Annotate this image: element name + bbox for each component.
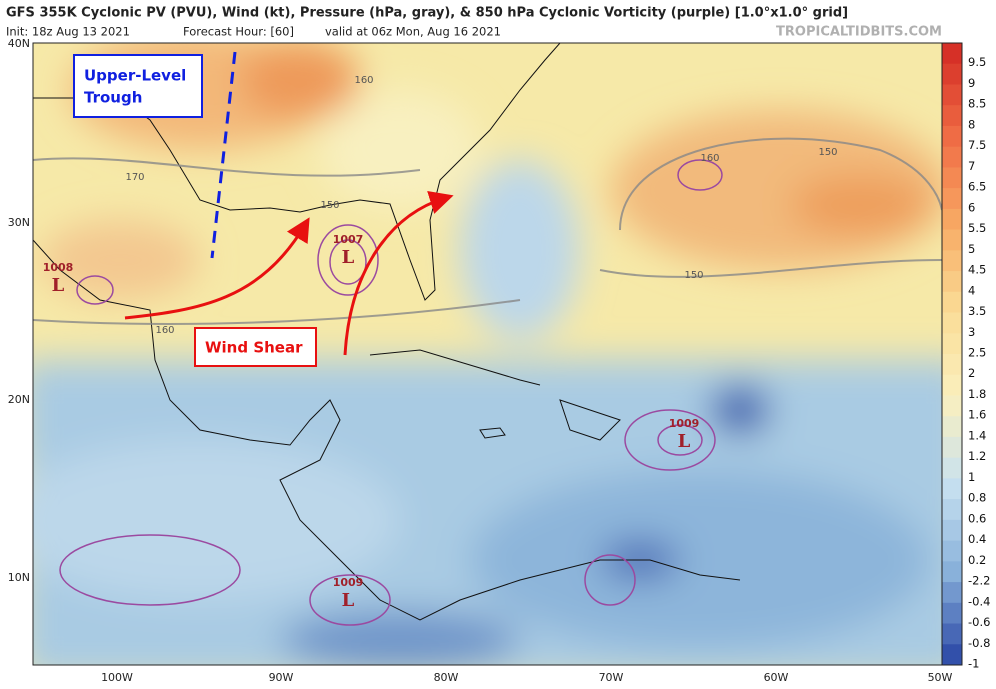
colorbar-label: -0.8: [968, 636, 990, 650]
colorbar-label: 0.8: [968, 491, 986, 505]
title: GFS 355K Cyclonic PV (PVU), Wind (kt), P…: [6, 6, 848, 21]
low-pressure: 1009: [333, 576, 364, 589]
shear-box: [194, 327, 317, 367]
shear-label: Wind Shear: [205, 339, 303, 357]
colorbar-label: 8: [968, 117, 975, 131]
trough-label: Trough: [84, 89, 142, 107]
colorbar-label: 6: [968, 200, 975, 214]
colorbar-swatch: [942, 602, 962, 625]
colorbar-label: 0.4: [968, 532, 986, 546]
lon-label: 90W: [269, 671, 294, 684]
colorbar-label: 0.6: [968, 511, 986, 525]
colorbar-label: 1.8: [968, 387, 986, 401]
colorbar-label: 7: [968, 159, 975, 173]
colorbar-swatch: [942, 354, 962, 376]
lat-label: 20N: [8, 393, 30, 406]
colorbar-frame: [941, 42, 963, 666]
contour-label: 170: [125, 172, 144, 183]
colorbar-swatch: [942, 436, 962, 459]
colorbar-label: 4: [968, 283, 975, 297]
colorbar-label: 1.6: [968, 408, 986, 422]
colorbar-swatch: [942, 416, 962, 438]
colorbar-label: 8.5: [968, 97, 986, 111]
colorbar-label: 1.2: [968, 449, 986, 463]
lon-label: 50W: [928, 671, 953, 684]
low-symbol: L: [52, 275, 65, 296]
colorbar-swatch: [942, 374, 962, 396]
colorbar-swatch: [942, 125, 962, 148]
colorbar-swatch: [942, 519, 962, 542]
colorbar-swatch: [942, 540, 962, 562]
colorbar-swatch: [942, 167, 962, 189]
colorbar-label: 9: [968, 76, 975, 90]
valid-time: valid at 06z Mon, Aug 16 2021: [325, 25, 501, 39]
colorbar-swatch: [942, 271, 962, 293]
colorbar-label: 7.5: [968, 138, 986, 152]
trough-label: Upper-Level: [84, 67, 186, 85]
low-symbol: L: [678, 431, 691, 452]
contour-label: 160: [155, 325, 174, 336]
lon-label: 80W: [434, 671, 459, 684]
low-pressure: 1008: [43, 261, 74, 274]
colorbar-label: 2.5: [968, 346, 986, 360]
lat-label: 40N: [8, 37, 30, 50]
forecast-hour: Forecast Hour: [60]: [183, 25, 294, 39]
colorbar-swatch: [942, 229, 962, 251]
colorbar-label: 4.5: [968, 263, 986, 277]
colorbar-label: 0.2: [968, 553, 986, 567]
lon-label: 70W: [599, 671, 624, 684]
contour-label: 160: [354, 75, 373, 86]
low-pressure: 1007: [333, 233, 364, 246]
colorbar-label: -0.4: [968, 594, 990, 608]
contour-label: 150: [320, 200, 339, 211]
colorbar-swatch: [942, 499, 962, 521]
colorbar-swatch: [942, 63, 962, 85]
colorbar-label: 1.4: [968, 428, 986, 442]
contour-label: 150: [684, 270, 703, 281]
lon-label: 60W: [764, 671, 789, 684]
watermark: TROPICALTIDBITS.COM: [776, 25, 942, 40]
colorbar-swatch: [942, 43, 962, 65]
colorbar-swatch: [942, 291, 962, 314]
colorbar-swatch: [942, 457, 962, 479]
contour-label: 150: [818, 147, 837, 158]
low-symbol: L: [342, 247, 355, 268]
low-symbol: L: [342, 590, 355, 611]
colorbar-label: -0.6: [968, 615, 990, 629]
colorbar-swatch: [942, 188, 962, 210]
colorbar-swatch: [942, 208, 962, 231]
colorbar-label: 1: [968, 470, 975, 484]
colorbar-swatch: [942, 395, 962, 417]
colorbar-swatch: [942, 582, 962, 604]
colorbar-label: 5.5: [968, 221, 986, 235]
init: Init: 18z Aug 13 2021: [6, 25, 130, 39]
colorbar-label: 3: [968, 325, 975, 339]
colorbar-swatch: [942, 84, 962, 106]
contour-label: 160: [700, 153, 719, 164]
low-pressure: 1009: [669, 417, 700, 430]
colorbar-label: 3.5: [968, 304, 986, 318]
colorbar-swatch: [942, 312, 962, 334]
lon-label: 100W: [101, 671, 133, 684]
colorbar-swatch: [942, 333, 962, 355]
trough-box: [73, 54, 203, 118]
colorbar-swatch: [942, 561, 962, 583]
colorbar-swatch: [942, 644, 962, 666]
colorbar-label: -2.2: [968, 574, 990, 588]
colorbar-label: -1: [968, 657, 979, 671]
colorbar-swatch: [942, 250, 962, 272]
colorbar-label: 5: [968, 242, 975, 256]
colorbar-swatch: [942, 105, 962, 127]
colorbar-swatch: [942, 146, 962, 168]
lat-label: 10N: [8, 571, 30, 584]
colorbar-label: 9.5: [968, 55, 986, 69]
colorbar-swatch: [942, 623, 962, 645]
colorbar-label: 2: [968, 366, 975, 380]
colorbar-label: 6.5: [968, 180, 986, 194]
colorbar-swatch: [942, 478, 962, 500]
lat-label: 30N: [8, 216, 30, 229]
